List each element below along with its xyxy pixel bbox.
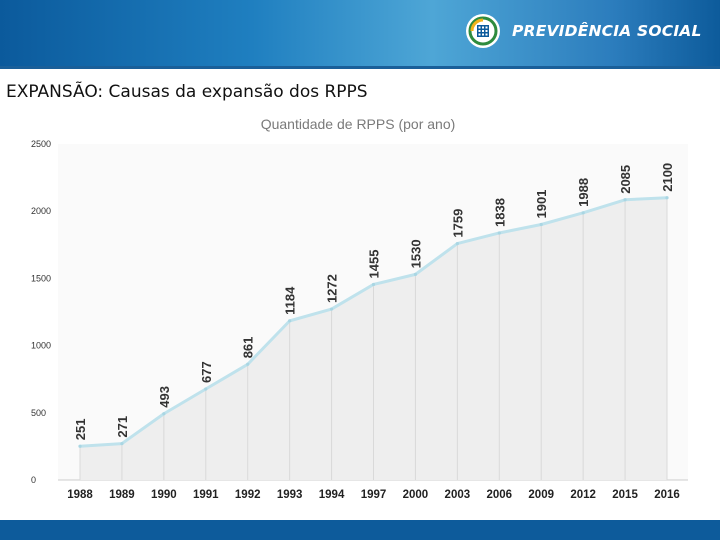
data-point — [120, 441, 124, 446]
data-label: 1184 — [283, 286, 298, 315]
data-label: 2100 — [660, 163, 675, 192]
data-point — [623, 198, 627, 202]
x-tick-label: 2012 — [570, 489, 596, 501]
data-point — [204, 387, 208, 391]
y-tick-label: 0 — [31, 475, 36, 485]
brand-name: PREVIDÊNCIA SOCIAL — [512, 22, 702, 40]
data-label: 1988 — [576, 178, 591, 207]
data-point — [162, 412, 166, 416]
data-labels: 251 271 493 677 861 1184 1272 1455 1530 1759 1838 1… — [73, 163, 675, 440]
header-divider — [0, 66, 720, 69]
y-tick-label: 2500 — [31, 139, 51, 149]
y-tick-label: 1500 — [31, 273, 51, 283]
data-label: 493 — [157, 386, 172, 408]
data-point — [581, 211, 585, 215]
x-tick-label: 2000 — [403, 489, 429, 501]
x-axis: 1988 1989 1990 1991 1992 1993 1994 1997 2000 2003… — [67, 489, 680, 501]
previdencia-logo: PREVIDÊNCIA SOCIAL — [464, 12, 710, 50]
x-tick-label: 1990 — [151, 489, 177, 501]
data-label: 677 — [199, 361, 214, 383]
data-label: 1901 — [534, 190, 549, 219]
chart-title: Quantidade de RPPS (por ano) — [261, 116, 456, 132]
x-tick-label: 1989 — [109, 489, 135, 501]
x-tick-label: 2016 — [654, 489, 680, 501]
x-tick-label: 1991 — [193, 489, 219, 501]
x-tick-label: 1994 — [319, 489, 345, 501]
x-tick-label: 2003 — [445, 489, 471, 501]
y-tick-label: 1000 — [31, 341, 51, 351]
data-point — [413, 272, 418, 276]
data-label: 1272 — [325, 274, 340, 303]
data-point — [78, 444, 82, 448]
x-tick-label: 1992 — [235, 489, 261, 501]
data-point — [455, 241, 459, 246]
data-label: 1838 — [492, 198, 507, 227]
data-point — [665, 196, 669, 200]
data-label: 1455 — [367, 250, 382, 279]
footer-bar — [0, 520, 720, 540]
x-tick-label: 2006 — [486, 489, 512, 501]
data-point — [288, 319, 292, 323]
data-label: 271 — [115, 416, 130, 438]
slide-title: EXPANSÃO: Causas da expansão dos RPPS — [6, 82, 368, 102]
y-tick-label: 500 — [31, 408, 46, 418]
y-axis: 0 500 1000 1500 2000 2500 — [31, 139, 51, 485]
data-point — [329, 307, 334, 311]
data-label: 1759 — [450, 209, 465, 238]
x-tick-label: 1997 — [361, 489, 387, 501]
area-series — [78, 196, 669, 480]
x-tick-label: 2009 — [528, 489, 554, 501]
header-bar — [0, 0, 720, 66]
data-point — [371, 282, 376, 287]
data-label: 1530 — [408, 239, 423, 268]
x-tick-label: 2015 — [612, 489, 638, 501]
data-point — [539, 222, 543, 227]
previdencia-emblem-icon — [466, 14, 500, 48]
rpps-chart: Quantidade de RPPS (por ano) 0 500 1000 150… — [31, 116, 688, 501]
y-tick-label: 2000 — [31, 206, 51, 216]
data-label: 861 — [241, 337, 256, 359]
data-label: 2085 — [618, 165, 633, 194]
data-point — [497, 231, 501, 235]
data-label: 251 — [73, 419, 88, 441]
x-tick-label: 1993 — [277, 489, 303, 501]
x-tick-label: 1988 — [67, 489, 93, 501]
data-point — [246, 362, 250, 366]
